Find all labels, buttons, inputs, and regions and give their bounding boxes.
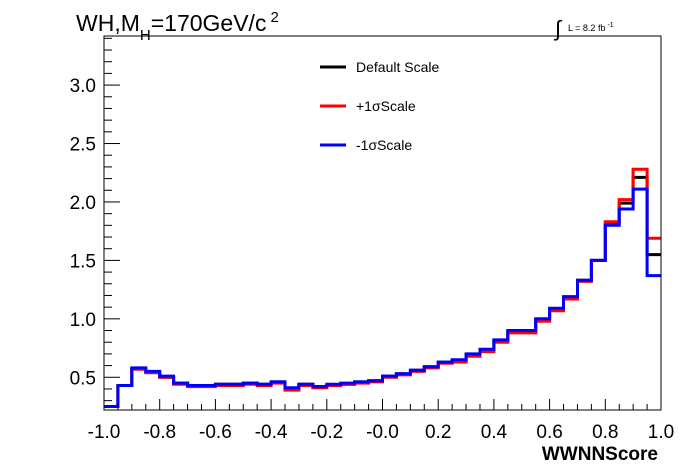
luminosity-text: L = 8.2 fb: [568, 23, 605, 33]
legend-label-0: Default Scale: [356, 59, 439, 75]
x-tick-label: -0.4: [255, 422, 288, 443]
x-tick-label: -0.2: [310, 422, 343, 443]
x-tick-label: 0.6: [536, 422, 562, 443]
chart-title-main: WH,M: [76, 10, 140, 36]
x-tick-label: 0.4: [481, 422, 508, 443]
x-tick-label: 1.0: [648, 422, 674, 443]
y-tick-label: 3.0: [70, 76, 96, 97]
x-tick-label: -0.6: [199, 422, 232, 443]
x-tick-label: -0.0: [366, 422, 399, 443]
luminosity-integral-sign: ∫: [553, 16, 563, 41]
y-tick-label: 2.5: [70, 135, 96, 156]
legend-label-1: +1σScale: [356, 98, 416, 114]
luminosity-superscript: -1: [607, 22, 613, 29]
chart-title-rest: =170GeV/c: [151, 10, 267, 36]
axis-layer: 0.5 1.0 1.5 2.0 2.5 3.0 -1.0 -0.8 -0.6 -0.4 -0.2 -0…: [70, 37, 674, 443]
y-tick-label: 0.5: [70, 368, 96, 389]
series-layer: [104, 167, 661, 408]
chart-title-subscript: H: [140, 27, 151, 44]
x-tick-label: -0.8: [143, 422, 176, 443]
legend-label-2: -1σScale: [356, 137, 412, 153]
chart-title: WH,MH=170GeV/c 2: [76, 9, 279, 44]
legend: Default Scale +1σScale -1σScale: [320, 59, 439, 153]
x-tick-label: 0.2: [425, 422, 451, 443]
y-tick-label: 2.0: [70, 193, 96, 214]
x-tick-label: -1.0: [88, 422, 121, 443]
luminosity-label: L = 8.2 fb -1: [568, 22, 614, 33]
chart-title-superscript: 2: [270, 9, 278, 26]
series-line-2: [104, 187, 661, 408]
y-tick-label: 1.0: [70, 310, 96, 331]
x-tick-label: 0.8: [592, 422, 618, 443]
x-axis-label: WWNNScore: [542, 444, 658, 465]
y-tick-label: 1.5: [70, 251, 96, 272]
